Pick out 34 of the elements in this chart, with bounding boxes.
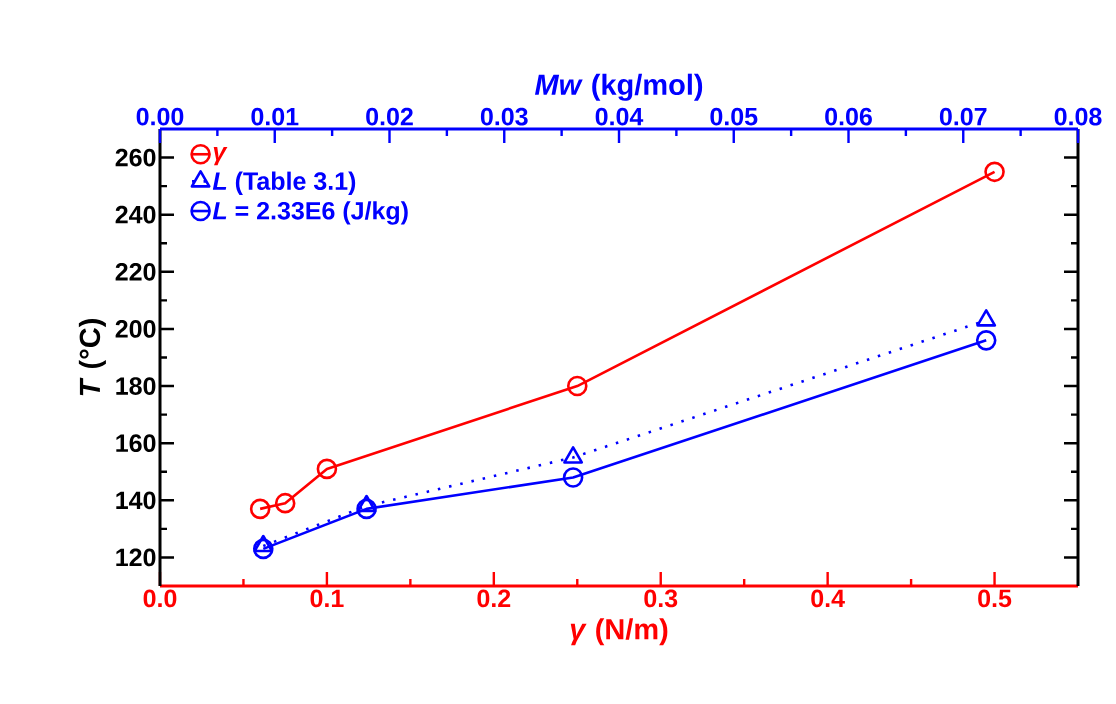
legend-label: L (Table 3.1) bbox=[212, 171, 356, 195]
y-tick-label: 220 bbox=[115, 262, 156, 281]
x-tick-label: 0.0 bbox=[143, 589, 177, 608]
x2-tick-label: 0.06 bbox=[825, 107, 872, 126]
point bbox=[274, 492, 296, 514]
point bbox=[984, 161, 1005, 183]
legend-label: γ bbox=[213, 146, 228, 166]
x2-tick-label: 0.04 bbox=[595, 107, 644, 126]
y-tick-label: 240 bbox=[115, 205, 156, 224]
x-axis-title: γ (N/m) bbox=[570, 618, 668, 646]
y-tick-label: 180 bbox=[116, 377, 156, 395]
y-tick-label: 120 bbox=[116, 548, 156, 567]
y-tick-label: 260 bbox=[115, 148, 156, 167]
x2-tick-label: 0.02 bbox=[366, 107, 413, 126]
point bbox=[316, 458, 338, 480]
x2-tick-label: 0.08 bbox=[1054, 107, 1102, 126]
point bbox=[566, 375, 588, 397]
x-tick-label: 0.2 bbox=[477, 589, 511, 608]
x-tick-label: 0.5 bbox=[978, 589, 1012, 608]
x2-tick-label: 0.07 bbox=[939, 107, 987, 126]
x-tick-label: 0.4 bbox=[811, 589, 845, 608]
x-tick-label: 0.1 bbox=[310, 589, 344, 608]
x2-tick-label: 0.00 bbox=[136, 107, 184, 126]
y-tick-label: 160 bbox=[116, 434, 156, 453]
x2-tick-label: 0.05 bbox=[710, 107, 758, 126]
point bbox=[249, 498, 271, 520]
y-tick-label: 140 bbox=[116, 491, 156, 510]
x-tick-label: 0.3 bbox=[644, 589, 678, 608]
x2-tick-label: 0.03 bbox=[480, 107, 528, 126]
legend-label: L = 2.33E6 (J/kg) bbox=[212, 201, 408, 225]
x2-tick-label: 0.01 bbox=[251, 107, 299, 126]
y-axis-title: T (°C) bbox=[78, 319, 106, 396]
x2-axis-title: Mw (kg/mol) bbox=[534, 73, 703, 101]
y-tick-label: 200 bbox=[115, 320, 156, 338]
